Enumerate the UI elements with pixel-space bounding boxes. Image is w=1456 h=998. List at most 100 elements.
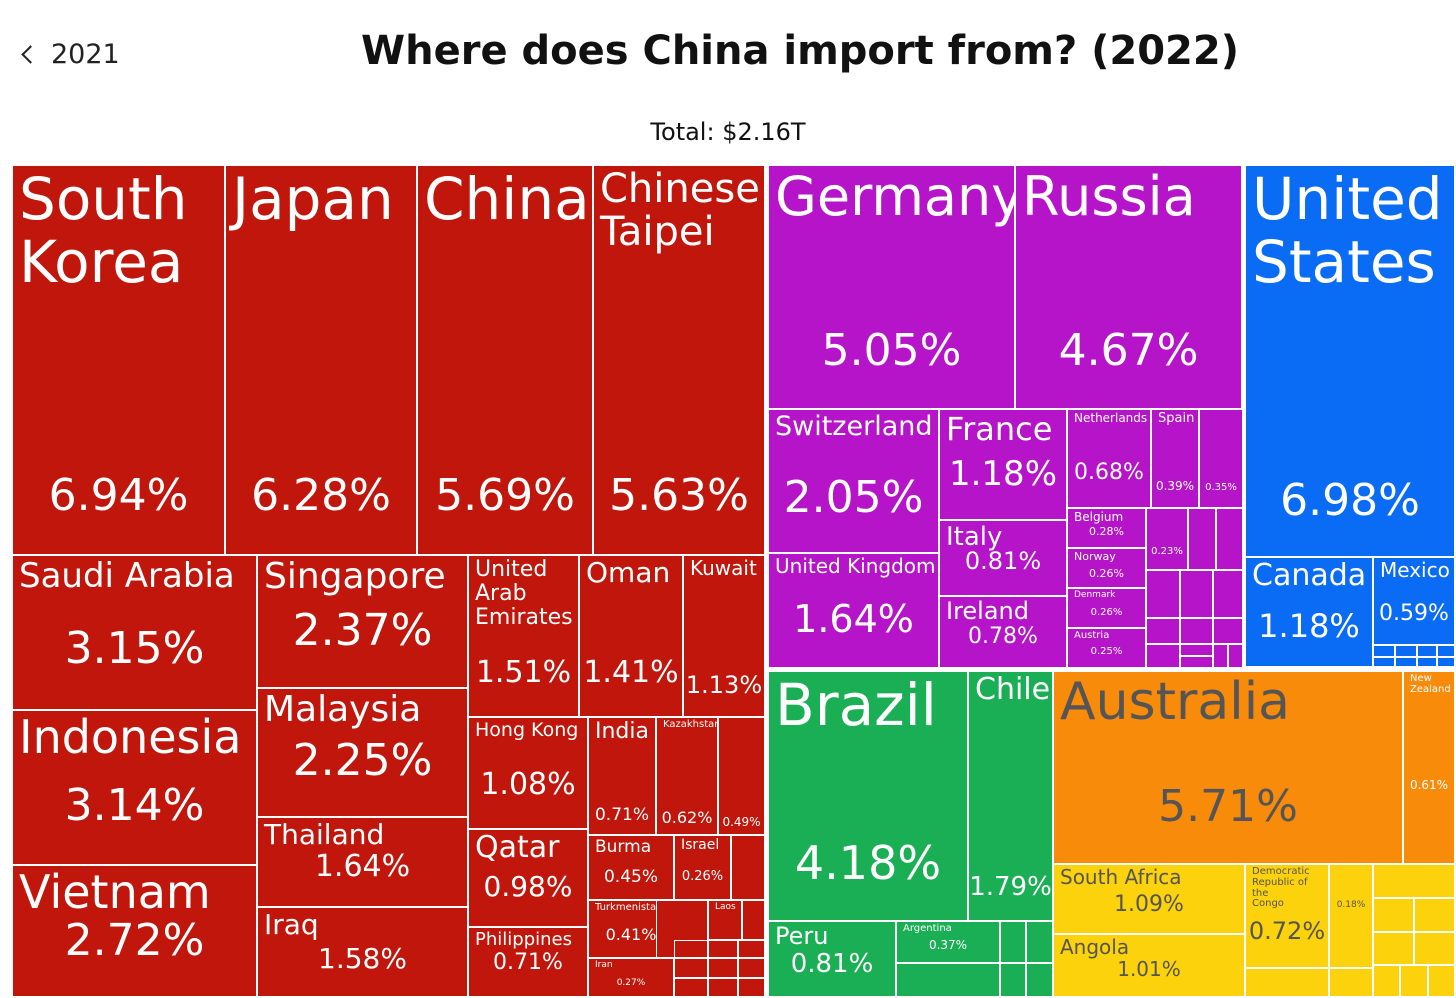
tile-small-europe-11[interactable] [1213,644,1228,668]
tile-small-asia-17[interactable] [708,940,738,958]
tile-small-asia-18[interactable] [738,940,765,958]
tile-small-europe-10[interactable] [1180,656,1213,668]
tile-small-europe-12[interactable] [1228,644,1243,668]
tile-united-kingdom[interactable]: United Kingdom 1.64% [768,553,939,668]
tile-small-europe-4[interactable] [1213,570,1243,618]
tile-small-south-america-37[interactable] [1026,963,1053,997]
tile-small-north-america-31[interactable] [1417,657,1437,667]
tile-spain[interactable]: Spain 0.39% [1151,409,1199,508]
tile-small-africa-41[interactable] [1329,968,1373,997]
tile-philippines[interactable]: Philippines 0.71% [468,927,588,997]
tile-chile[interactable]: Chile 1.79% [968,671,1053,921]
tile-chinese-taipei[interactable]: Chinese Taipei 5.63% [593,165,765,555]
tile-malaysia[interactable]: Malaysia 2.25% [257,688,468,817]
tile-small-north-america-32[interactable] [1437,657,1455,667]
tile-small-south-america-36[interactable] [1000,963,1026,997]
tile-germany[interactable]: Germany 5.05% [768,165,1015,409]
tile-small-africa-39[interactable] [1373,864,1455,898]
tile-new-zealand[interactable]: New Zealand 0.61% [1403,671,1455,864]
tile-angola[interactable]: Angola 1.01% [1053,934,1245,997]
tile-small-africa-43[interactable] [1414,898,1455,932]
tile-small-north-america-29[interactable] [1373,657,1395,667]
tile-iran[interactable]: Iran 0.27% [588,958,674,997]
tile-qatar[interactable]: Qatar 0.98% [468,829,588,927]
tile-small-europe-0[interactable] [1188,508,1216,570]
tile-oman[interactable]: Oman 1.41% [579,555,683,717]
tile-canada[interactable]: Canada 1.18% [1245,557,1373,667]
tile-democratic-republic-of-the-congo[interactable]: Democratic Republic of the Congo 0.72% [1245,864,1329,968]
tile-laos[interactable]: Laos [708,900,742,940]
tile-small-asia-23[interactable] [708,978,738,997]
tile-small-asia-22[interactable] [674,978,708,997]
tile-small-africa-44[interactable] [1373,932,1414,965]
tile-small-africa-42[interactable] [1373,898,1414,932]
tile-austria[interactable]: Austria 0.25% [1067,628,1146,668]
tile-small-africa-40[interactable] [1245,968,1329,997]
tile-china[interactable]: China 5.69% [417,165,593,555]
tile-hong-kong[interactable]: Hong Kong 1.08% [468,717,588,829]
tile-small-south-america-33[interactable] [1000,921,1026,963]
tile-mexico[interactable]: Mexico 0.59% [1373,557,1455,645]
tile-small-north-america-30[interactable] [1395,657,1417,667]
tile-norway[interactable]: Norway 0.26% [1067,548,1146,588]
tile-small-africa-48[interactable] [1428,965,1455,997]
tile-italy[interactable]: Italy 0.81% [939,520,1067,596]
tile-belgium[interactable]: Belgium 0.28% [1067,508,1146,548]
tile-netherlands[interactable]: Netherlands 0.68% [1067,409,1151,508]
tile-small-asia-15[interactable] [731,835,765,900]
tile-small-europe-3[interactable] [1180,570,1213,618]
tile-small-north-america-28[interactable] [1437,645,1455,657]
tile-russia[interactable]: Russia 4.67% [1015,165,1242,409]
tile-small-north-america-25[interactable] [1373,645,1395,657]
tile-kazakhstan[interactable]: Kazakhstan 0.62% [656,717,718,835]
tile-brazil[interactable]: Brazil 4.18% [768,671,968,921]
tile-small-south-america-35[interactable] [896,963,1000,997]
tile-south-korea[interactable]: South Korea 6.94% [12,165,225,555]
tile-small-north-america-27[interactable] [1417,645,1437,657]
tile-small-asia-20[interactable] [708,958,738,978]
tile-small-asia-14[interactable] [742,900,765,940]
tile-vietnam[interactable]: Vietnam 2.72% [12,865,257,997]
tile-thailand[interactable]: Thailand 1.64% [257,817,468,907]
tile-small-europe-9[interactable] [1180,644,1213,656]
tile-small-europe-5[interactable] [1146,618,1180,644]
tile-africa-3[interactable]: 0.18% [1329,864,1373,968]
tile-europe-14[interactable]: 0.23% [1146,508,1188,570]
tile-united-states[interactable]: United States 6.98% [1245,165,1455,557]
tile-kuwait[interactable]: Kuwait 1.13% [683,555,765,717]
tile-small-asia-24[interactable] [738,978,765,997]
tile-small-asia-21[interactable] [738,958,765,978]
tile-france[interactable]: France 1.18% [939,409,1067,520]
tile-ireland[interactable]: Ireland 0.78% [939,596,1067,668]
tile-small-africa-46[interactable] [1373,965,1400,997]
tile-small-africa-45[interactable] [1414,932,1455,965]
tile-india[interactable]: India 0.71% [588,717,656,835]
tile-europe-9[interactable]: 0.35% [1199,409,1243,508]
tile-argentina[interactable]: Argentina 0.37% [896,921,1000,963]
tile-small-europe-7[interactable] [1213,618,1243,644]
tile-switzerland[interactable]: Switzerland 2.05% [768,409,939,553]
tile-asia-19[interactable]: 0.49% [718,717,765,835]
tile-indonesia[interactable]: Indonesia 3.14% [12,710,257,865]
tile-small-africa-47[interactable] [1400,965,1428,997]
tile-israel[interactable]: Israel 0.26% [674,835,731,900]
tile-australia[interactable]: Australia 5.71% [1053,671,1403,864]
tile-denmark[interactable]: Denmark 0.26% [1067,588,1146,628]
tile-small-asia-19[interactable] [674,958,708,978]
tile-small-north-america-26[interactable] [1395,645,1417,657]
tile-small-europe-1[interactable] [1216,508,1243,570]
tile-saudi-arabia[interactable]: Saudi Arabia 3.15% [12,555,257,710]
tile-small-europe-6[interactable] [1180,618,1213,644]
tile-small-europe-8[interactable] [1146,644,1180,668]
tile-singapore[interactable]: Singapore 2.37% [257,555,468,688]
tile-peru[interactable]: Peru 0.81% [768,921,896,997]
tile-burma[interactable]: Burma 0.45% [588,835,674,900]
tile-iraq[interactable]: Iraq 1.58% [257,907,468,997]
tile-united-arab-emirates[interactable]: United Arab Emirates 1.51% [468,555,579,717]
tile-japan[interactable]: Japan 6.28% [225,165,417,555]
back-link-2021[interactable]: 2021 [18,36,120,72]
tile-small-south-america-34[interactable] [1026,921,1053,963]
tile-south-africa[interactable]: South Africa 1.09% [1053,864,1245,934]
tile-small-asia-16[interactable] [674,940,708,958]
tile-small-europe-2[interactable] [1146,570,1180,618]
